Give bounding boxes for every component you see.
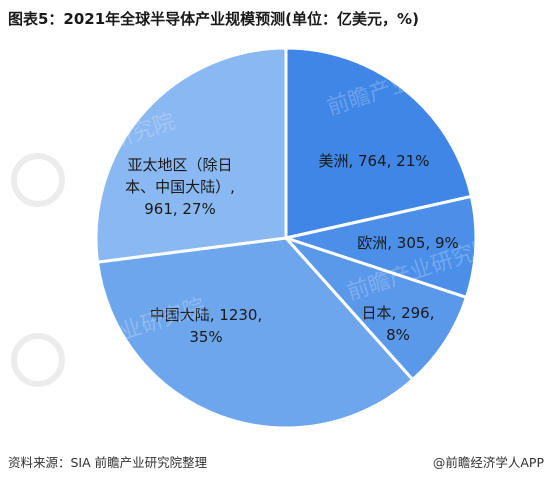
pie-slice-亚太地区（除日本、中国大陆）	[94, 46, 288, 264]
slice-label-line: 日本, 296,	[362, 304, 435, 322]
slice-label-line: 欧洲, 305, 9%	[357, 234, 459, 252]
credit-note: @前瞻经济学人APP	[432, 455, 544, 470]
pie-slice-美洲	[284, 46, 474, 240]
slice-label-日本: 日本, 296, 8%	[362, 304, 435, 344]
slice-label-line: 亚太地区（除日	[127, 156, 232, 174]
pie-slice-日本	[281, 234, 469, 382]
slice-label-line: 961, 27%	[144, 200, 216, 218]
slice-label-中国大陆: 中国大陆, 1230, 35%	[150, 306, 262, 346]
slice-label-亚太地区（除日本、中国大陆）: 亚太地区（除日本、中国大陆）, 961, 27%	[125, 156, 235, 218]
source-note: 资料来源：SIA 前瞻产业研究院整理	[8, 455, 208, 470]
slice-label-line: 美洲, 764, 21%	[318, 152, 429, 170]
chart-title: 图表5：2021年全球半导体产业规模预测(单位：亿美元，%)	[8, 10, 419, 28]
slice-label-欧洲: 欧洲, 305, 9%	[357, 234, 459, 252]
slice-label-line: 35%	[189, 328, 222, 346]
slice-label-美洲: 美洲, 764, 21%	[318, 152, 429, 170]
slice-label-line: 本、中国大陆）,	[125, 178, 235, 196]
slice-label-line: 中国大陆, 1230,	[150, 306, 262, 324]
pie-slices	[94, 46, 478, 430]
pie-slice-欧洲	[280, 194, 478, 300]
slice-label-line: 8%	[386, 326, 410, 344]
pie-slice-中国大陆	[95, 236, 415, 430]
